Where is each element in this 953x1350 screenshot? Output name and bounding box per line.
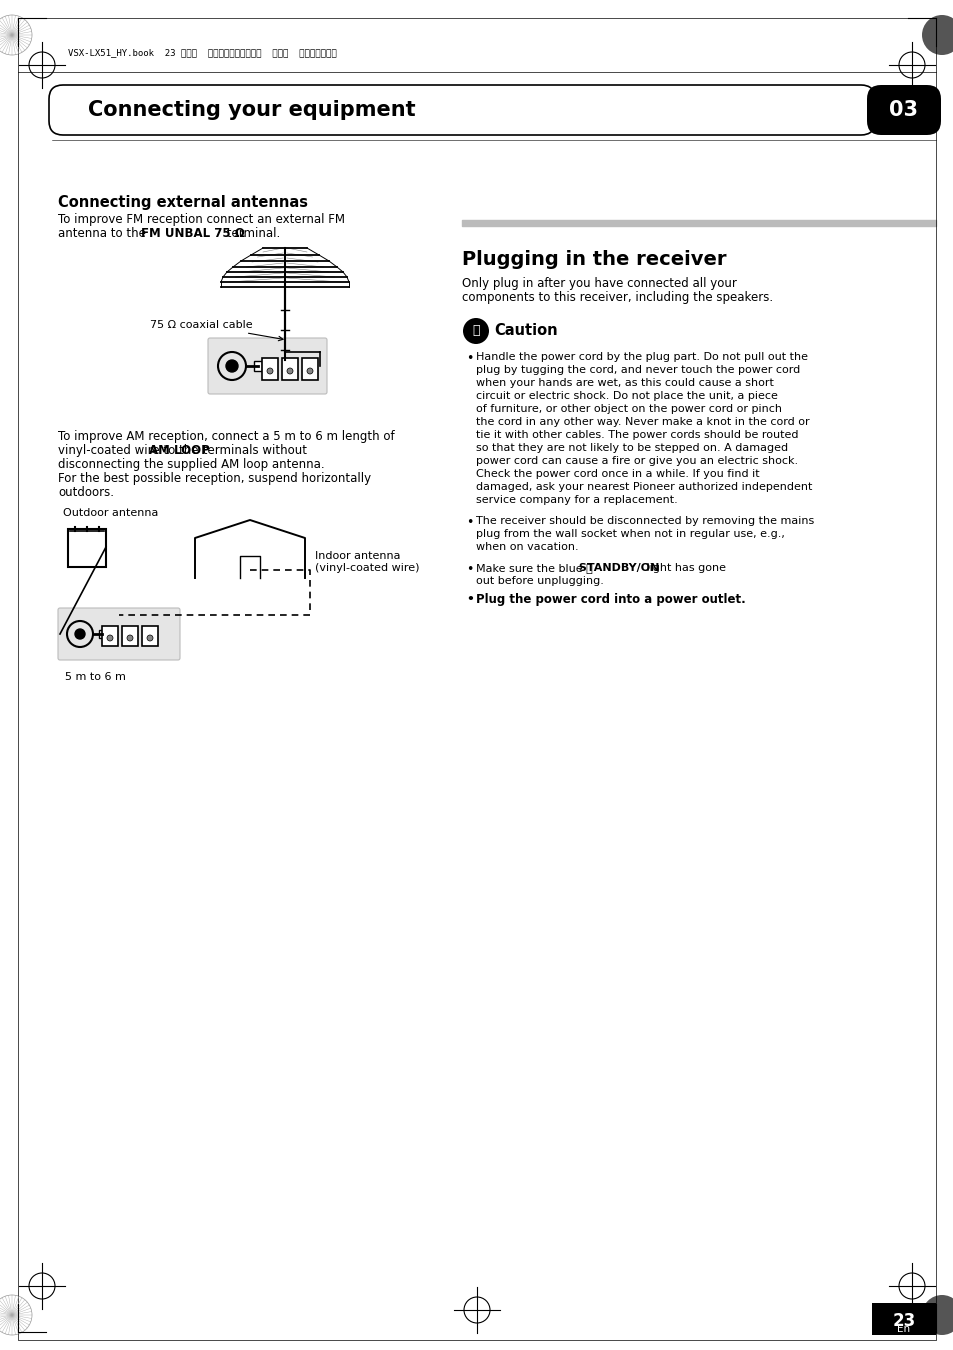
Bar: [262, 358, 277, 379]
Text: service company for a replacement.: service company for a replacement.: [476, 495, 677, 505]
Text: plug by tugging the cord, and never touch the power cord: plug by tugging the cord, and never touc…: [476, 364, 800, 375]
Text: 23: 23: [891, 1312, 915, 1330]
Text: Connecting external antennas: Connecting external antennas: [58, 194, 308, 211]
Circle shape: [921, 1295, 953, 1335]
Text: circuit or electric shock. Do not place the unit, a piece: circuit or electric shock. Do not place …: [476, 392, 777, 401]
Bar: [122, 626, 138, 647]
Text: To improve AM reception, connect a 5 m to 6 m length of: To improve AM reception, connect a 5 m t…: [58, 431, 395, 443]
Text: The receiver should be disconnected by removing the mains: The receiver should be disconnected by r…: [476, 516, 814, 526]
FancyBboxPatch shape: [49, 85, 874, 135]
Text: the cord in any other way. Never make a knot in the cord or: the cord in any other way. Never make a …: [476, 417, 809, 427]
Bar: [68, 529, 106, 567]
Bar: [282, 358, 297, 379]
Text: 5 m to 6 m: 5 m to 6 m: [65, 672, 126, 682]
Text: power cord can cause a fire or give you an electric shock.: power cord can cause a fire or give you …: [476, 456, 798, 466]
Text: Indoor antenna: Indoor antenna: [314, 551, 400, 562]
Text: tie it with other cables. The power cords should be routed: tie it with other cables. The power cord…: [476, 431, 798, 440]
Text: terminal.: terminal.: [223, 227, 280, 240]
Text: Make sure the blue ⏻: Make sure the blue ⏻: [476, 563, 592, 572]
Text: •: •: [465, 352, 473, 365]
Text: ✋: ✋: [472, 324, 479, 338]
Text: •: •: [465, 563, 473, 576]
Text: Plug the power cord into a power outlet.: Plug the power cord into a power outlet.: [476, 593, 745, 606]
Text: out before unplugging.: out before unplugging.: [476, 576, 603, 586]
Text: 03: 03: [888, 100, 918, 120]
Text: VSX-LX51_HY.book  23 ページ  ２００８年４月１６日  水曜日  午後４時３９分: VSX-LX51_HY.book 23 ページ ２００８年４月１６日 水曜日 午…: [68, 49, 336, 58]
Text: of furniture, or other object on the power cord or pinch: of furniture, or other object on the pow…: [476, 404, 781, 414]
Text: (vinyl-coated wire): (vinyl-coated wire): [314, 563, 419, 572]
Bar: [102, 626, 118, 647]
Text: terminals without: terminals without: [199, 444, 307, 458]
Bar: [302, 358, 317, 379]
Text: outdoors.: outdoors.: [58, 486, 113, 500]
Text: when your hands are wet, as this could cause a short: when your hands are wet, as this could c…: [476, 378, 773, 387]
Text: Check the power cord once in a while. If you find it: Check the power cord once in a while. If…: [476, 468, 759, 479]
Circle shape: [107, 634, 112, 641]
Text: •: •: [465, 516, 473, 529]
Text: components to this receiver, including the speakers.: components to this receiver, including t…: [461, 292, 772, 304]
Text: Only plug in after you have connected all your: Only plug in after you have connected al…: [461, 277, 736, 290]
Circle shape: [287, 369, 293, 374]
Bar: [99, 630, 106, 639]
Text: Handle the power cord by the plug part. Do not pull out the: Handle the power cord by the plug part. …: [476, 352, 807, 362]
Text: •: •: [465, 593, 474, 606]
Circle shape: [921, 15, 953, 55]
Bar: [253, 360, 262, 371]
FancyBboxPatch shape: [866, 85, 940, 135]
Text: damaged, ask your nearest Pioneer authorized independent: damaged, ask your nearest Pioneer author…: [476, 482, 812, 491]
Circle shape: [226, 360, 237, 373]
Circle shape: [267, 369, 273, 374]
Circle shape: [127, 634, 132, 641]
Text: so that they are not likely to be stepped on. A damaged: so that they are not likely to be steppe…: [476, 443, 787, 454]
Text: disconnecting the supplied AM loop antenna.: disconnecting the supplied AM loop anten…: [58, 458, 324, 471]
Circle shape: [75, 629, 85, 639]
Circle shape: [147, 634, 152, 641]
Text: Connecting your equipment: Connecting your equipment: [88, 100, 416, 120]
Text: Plugging in the receiver: Plugging in the receiver: [461, 250, 726, 269]
Text: light has gone: light has gone: [642, 563, 725, 572]
Text: For the best possible reception, suspend horizontally: For the best possible reception, suspend…: [58, 472, 371, 485]
Bar: [871, 1303, 935, 1335]
Text: Outdoor antenna: Outdoor antenna: [63, 508, 158, 518]
Circle shape: [462, 319, 489, 344]
Text: STANDBY/ON: STANDBY/ON: [575, 563, 659, 572]
Text: antenna to the: antenna to the: [58, 227, 150, 240]
Text: Caution: Caution: [494, 323, 558, 338]
FancyBboxPatch shape: [208, 338, 327, 394]
Circle shape: [307, 369, 313, 374]
Bar: [142, 626, 158, 647]
Text: plug from the wall socket when not in regular use, e.g.,: plug from the wall socket when not in re…: [476, 529, 784, 539]
Text: when on vacation.: when on vacation.: [476, 541, 578, 552]
FancyBboxPatch shape: [58, 608, 180, 660]
Text: 75 Ω coaxial cable: 75 Ω coaxial cable: [150, 320, 283, 340]
Text: AM LOOP: AM LOOP: [149, 444, 210, 458]
Text: En: En: [897, 1324, 909, 1334]
Text: FM UNBAL 75 Ω: FM UNBAL 75 Ω: [141, 227, 245, 240]
Text: To improve FM reception connect an external FM: To improve FM reception connect an exter…: [58, 213, 345, 225]
Text: vinyl-coated wire to the: vinyl-coated wire to the: [58, 444, 202, 458]
